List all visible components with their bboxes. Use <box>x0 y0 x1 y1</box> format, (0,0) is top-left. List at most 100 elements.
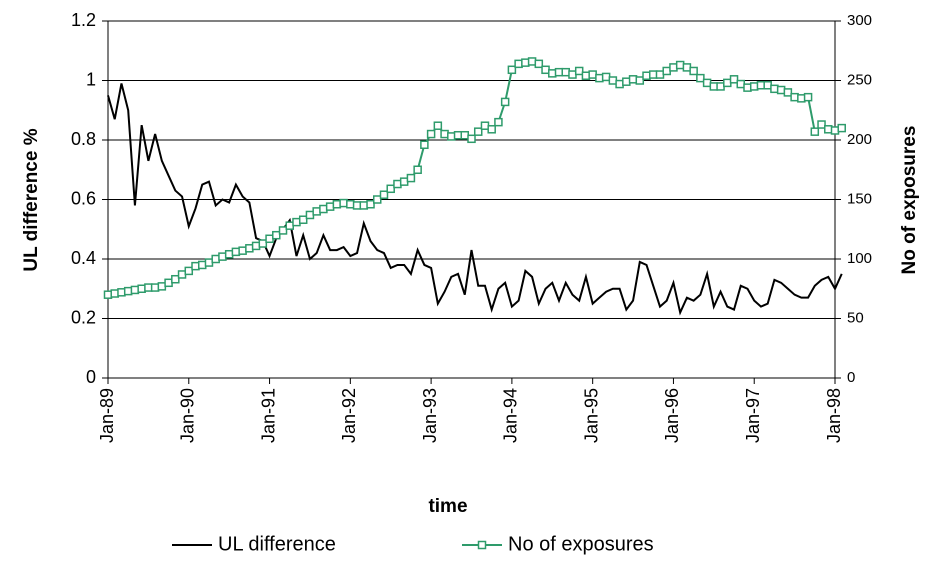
marker <box>399 177 409 186</box>
marker <box>770 84 779 94</box>
marker <box>144 283 153 292</box>
marker <box>682 63 692 72</box>
y-tick-label: 0 <box>86 367 96 387</box>
marker <box>305 210 315 220</box>
marker <box>251 241 261 251</box>
marker <box>702 78 712 88</box>
marker <box>258 239 268 248</box>
marker <box>373 195 382 204</box>
x-tick-label: Jan-98 <box>824 388 844 443</box>
marker <box>514 59 523 69</box>
marker <box>756 81 766 90</box>
y-tick-label: 0.2 <box>71 307 96 327</box>
marker <box>164 278 173 288</box>
marker <box>413 165 422 174</box>
marker <box>366 200 375 209</box>
marker <box>487 125 496 134</box>
marker <box>406 173 416 183</box>
marker <box>238 246 247 255</box>
marker <box>689 66 698 76</box>
marker <box>393 179 402 189</box>
marker <box>197 260 207 270</box>
marker <box>736 79 746 89</box>
y2-tick-label: 150 <box>847 190 872 207</box>
marker <box>527 57 537 66</box>
y2-tick-label: 0 <box>847 369 855 386</box>
marker <box>379 190 389 199</box>
marker <box>177 270 187 279</box>
x-tick-label: Jan-92 <box>339 388 359 443</box>
marker <box>123 286 133 296</box>
marker <box>595 73 604 83</box>
marker <box>534 59 544 69</box>
marker <box>157 282 167 291</box>
marker <box>716 82 725 91</box>
marker <box>541 65 550 75</box>
marker <box>615 79 624 89</box>
marker <box>601 72 611 82</box>
marker <box>776 85 786 95</box>
marker <box>783 88 793 97</box>
marker <box>447 132 456 141</box>
marker <box>817 120 826 129</box>
marker <box>265 234 274 244</box>
legend-label: No of exposures <box>508 533 654 555</box>
marker <box>110 289 119 298</box>
marker <box>830 126 840 135</box>
marker <box>500 97 510 107</box>
x-tick-label: Jan-93 <box>420 388 440 443</box>
y2-tick-label: 200 <box>847 131 872 148</box>
marker <box>622 77 631 86</box>
y-tick-label: 0.6 <box>71 188 96 208</box>
marker <box>292 217 301 227</box>
legend-marker <box>477 540 487 550</box>
marker <box>204 258 214 267</box>
marker <box>467 134 476 144</box>
marker <box>749 82 759 91</box>
marker <box>312 207 321 216</box>
marker <box>521 58 530 67</box>
marker <box>554 67 564 77</box>
marker <box>662 66 671 76</box>
marker <box>723 78 732 88</box>
series-line <box>107 83 843 316</box>
marker <box>803 92 813 102</box>
marker <box>473 127 483 136</box>
marker <box>494 117 503 127</box>
marker <box>150 283 160 292</box>
marker <box>184 266 194 276</box>
marker <box>649 70 658 79</box>
marker <box>346 200 355 209</box>
x-axis-title: time <box>428 496 467 517</box>
y2-tick-label: 250 <box>847 71 872 88</box>
marker <box>272 230 281 240</box>
marker <box>568 70 577 79</box>
x-tick-label: Jan-90 <box>178 388 198 443</box>
y2-tick-label: 100 <box>847 250 872 267</box>
marker <box>642 71 651 80</box>
marker <box>588 70 597 79</box>
marker <box>763 81 772 90</box>
y-tick-label: 1.2 <box>71 10 96 30</box>
marker <box>130 285 140 295</box>
marker <box>548 69 557 78</box>
marker <box>191 261 200 271</box>
x-tick-label: Jan-91 <box>258 388 278 443</box>
marker <box>325 202 335 211</box>
marker <box>103 290 113 299</box>
y-axis-title: UL difference % <box>21 128 42 271</box>
marker <box>285 221 294 230</box>
marker <box>628 75 638 84</box>
x-tick-label: Jan-89 <box>97 388 117 443</box>
marker <box>635 76 645 85</box>
marker <box>171 274 180 284</box>
marker <box>426 129 436 139</box>
marker <box>278 226 288 235</box>
y-tick-label: 0.4 <box>71 248 96 268</box>
x-tick-label: Jan-96 <box>662 388 682 443</box>
marker <box>298 215 308 224</box>
marker <box>460 130 470 140</box>
marker <box>359 201 369 210</box>
y-tick-label: 0.8 <box>71 129 96 149</box>
